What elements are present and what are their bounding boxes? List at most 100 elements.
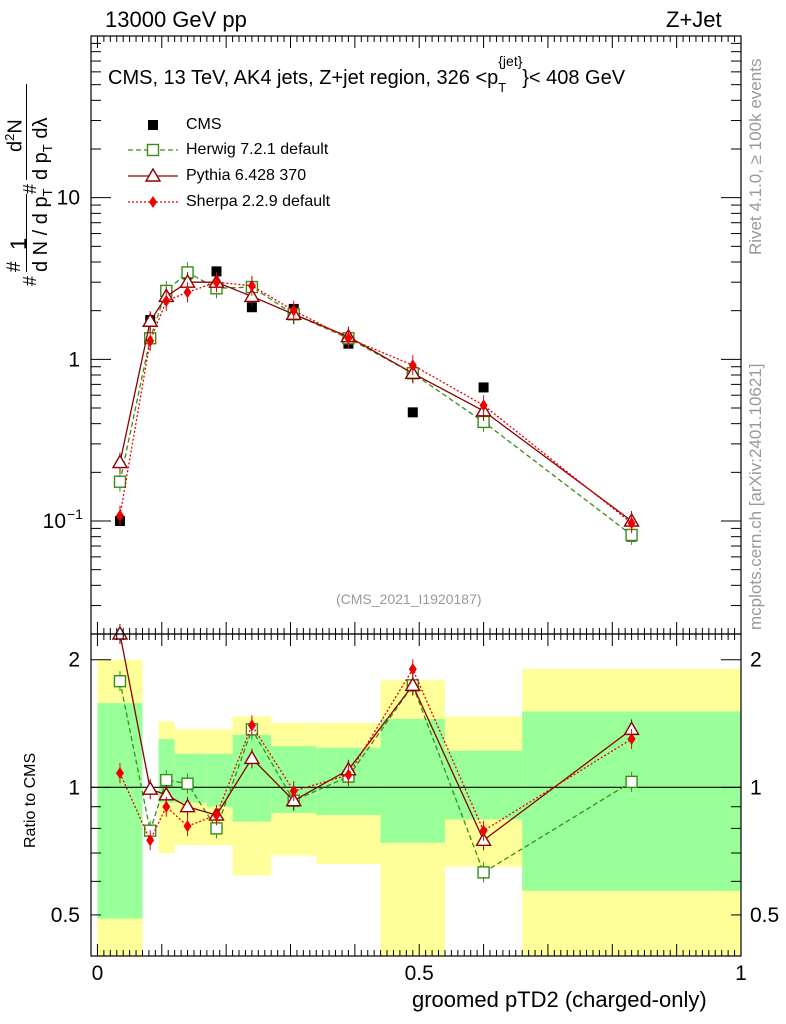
main-cms-point-4	[211, 266, 222, 277]
x-axis-label: groomed pTD2 (charged-only)	[412, 987, 707, 1012]
ylabel-denom2-sub: T	[40, 144, 55, 153]
legend-marker-cms	[148, 120, 158, 130]
legend-marker-herwig	[146, 143, 160, 157]
band-inner-0	[97, 703, 143, 919]
ratio-sherpa-point-5	[247, 719, 256, 732]
main-sherpa-point-8	[408, 359, 417, 372]
x-tick-label-0: 0	[92, 962, 104, 985]
ratio-sherpa-point-7	[344, 768, 353, 781]
main-pythia-line	[119, 281, 632, 522]
ratio-pythia-point-1	[141, 780, 159, 795]
ratio-herwig-point-10	[625, 775, 638, 789]
ratio-herwig-point-2	[160, 773, 173, 787]
ylabel-numer2-d: d	[4, 140, 27, 152]
ratio-sherpa-point-4	[212, 809, 221, 822]
x-tick-label-2: 1	[735, 962, 747, 985]
ratio-plot-frame	[90, 633, 742, 957]
main-y-tick-label-sup-0: −1	[67, 506, 83, 522]
main-cms-point-5	[246, 302, 257, 313]
ratio-pythia-point-8	[404, 676, 422, 692]
main-sherpa-point-3	[183, 286, 192, 299]
legend-label-pythia: Pythia 6.428 370	[186, 167, 307, 184]
main-sherpa-point-5	[247, 279, 256, 292]
ratio-y-tick-label-1: 1	[68, 776, 80, 799]
plot-title: CMS, 13 TeV, AK4 jets, Z+jet region, 326…	[108, 53, 626, 95]
ylabel-hash1: #	[20, 275, 40, 286]
main-cms-point-8	[407, 407, 418, 418]
main-sherpa-point-10	[627, 517, 636, 530]
ratio-sherpa-point-9	[479, 824, 488, 837]
main-sherpa-point-0	[115, 509, 124, 522]
ratio-pythia-point-0	[111, 625, 129, 640]
main-sherpa-point-2	[162, 294, 171, 307]
ratio-y-axis-label: Ratio to CMS	[22, 752, 39, 848]
ratio-sherpa-point-3	[183, 820, 192, 833]
ylabel-lambda: λ	[30, 117, 52, 128]
rivet-version-label: Rivet 4.1.0, ≥ 100k events	[746, 58, 765, 255]
title-sup: {jet}	[498, 53, 523, 69]
energy-label: 13000 GeV pp	[105, 7, 247, 32]
ratio-y-tick-label-right-1: 1	[750, 776, 762, 799]
main-pythia-point-0	[111, 454, 129, 469]
ratio-sherpa-point-8	[408, 663, 417, 676]
ratio-herwig-point-0	[113, 674, 127, 688]
ylabel-denom2-d: d	[30, 127, 52, 145]
main-cms-point-9	[478, 382, 489, 393]
ylabel-numer2-sup: 2	[2, 133, 17, 141]
main-sherpa-point-1	[146, 334, 155, 347]
ratio-sherpa-point-2	[162, 800, 171, 813]
band-inner-8	[380, 718, 445, 843]
series-layer	[111, 262, 640, 883]
main-y-tick-label-0: 10	[43, 510, 66, 533]
ratio-pythia-point-5	[243, 750, 261, 765]
legend-marker-pythia	[144, 167, 162, 182]
ylabel-numer1: 1	[6, 237, 31, 250]
analysis-reference: (CMS_2021_I1920187)	[336, 591, 482, 607]
main-herwig-point-0	[113, 475, 127, 488]
main-y-axis-label-body: 1 d N / d pT # # d2N d pT dλ	[0, 12, 95, 286]
x-tick-label-1: 0.5	[405, 962, 434, 985]
plot-frames	[90, 35, 742, 957]
band-inner-4	[206, 753, 233, 807]
main-sherpa-point-6	[289, 304, 298, 317]
ratio-y-tick-label-right-2: 2	[750, 649, 762, 672]
main-sherpa-point-7	[344, 332, 353, 345]
ratio-sherpa-line	[119, 667, 632, 842]
ratio-y-tick-label-0: 0.5	[51, 904, 80, 927]
ratio-y-tick-label-2: 2	[68, 649, 80, 672]
legend-label-herwig: Herwig 7.2.1 default	[186, 141, 329, 158]
ratio-pythia-point-3	[179, 798, 196, 813]
mcplots-label: mcplots.cern.ch [arXiv:2401.10621]	[746, 363, 765, 630]
main-sherpa-line	[119, 281, 632, 524]
title-end: }< 408 GeV	[522, 67, 626, 89]
ratio-sherpa-point-10	[627, 733, 636, 746]
main-sherpa-point-9	[479, 399, 488, 412]
title-sub: T	[498, 80, 507, 95]
main-pythia-point-1	[141, 312, 159, 327]
band-inner-9	[444, 750, 523, 820]
ylabel-hash2: #	[20, 183, 40, 194]
ratio-y-tick-label-right-0: 0.5	[750, 904, 779, 927]
main-y-tick-label-2: 10	[57, 187, 80, 210]
main-sherpa-point-4	[212, 276, 221, 289]
title-main: CMS, 13 TeV, AK4 jets, Z+jet region, 326…	[108, 67, 499, 89]
ylabel-denom1-sub: T	[40, 188, 55, 197]
band-inner-5	[232, 734, 272, 822]
ratio-herwig-point-9	[477, 866, 490, 879]
main-y-tick-label-1: 1	[68, 348, 80, 371]
ratio-sherpa-point-0	[115, 767, 124, 780]
ratio-sherpa-point-1	[146, 834, 155, 847]
process-label: Z+Jet	[666, 7, 722, 32]
ylabel-denom1: d N / d p	[30, 196, 52, 272]
legend-label-sherpa: Sherpa 2.2.9 default	[186, 193, 331, 210]
ratio-sherpa-point-6	[289, 785, 298, 798]
main-herwig-line	[119, 271, 632, 536]
legend-markers	[128, 120, 178, 208]
legend-marker-sherpa	[149, 196, 157, 208]
ylabel-denom2: d p	[30, 152, 52, 180]
ylabel-numer2-n: N	[4, 119, 27, 134]
ratio-herwig-point-3	[181, 777, 194, 790]
legend-label-cms: CMS	[186, 116, 222, 133]
